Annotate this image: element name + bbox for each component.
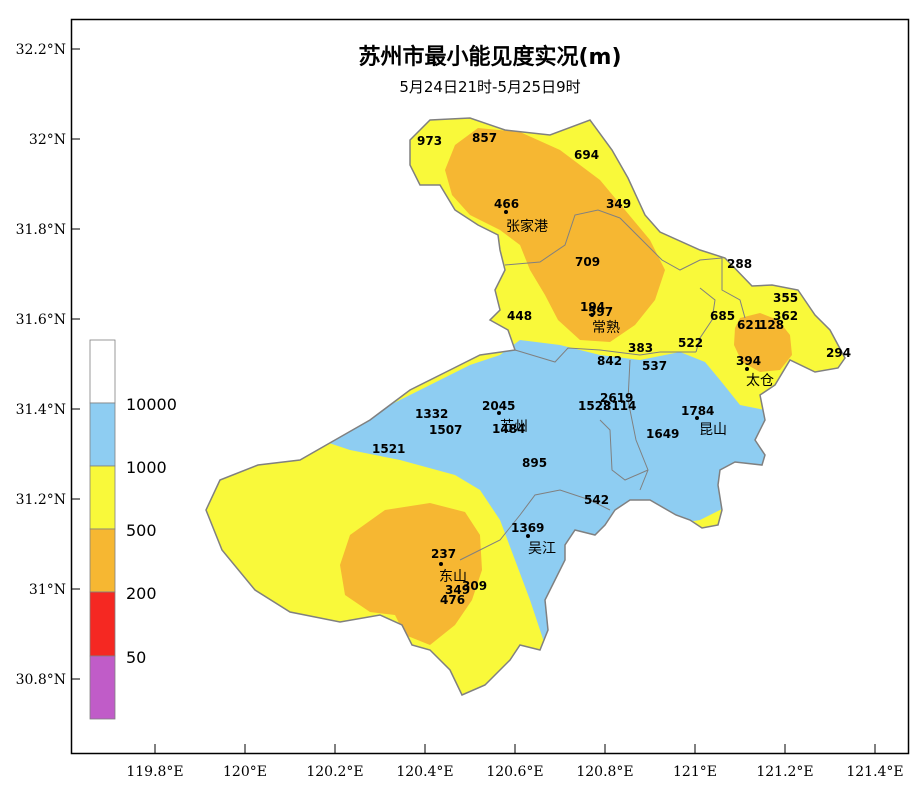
lon-tick-label: 121.2°E — [756, 764, 813, 780]
station-value: 1528 — [578, 399, 611, 413]
lon-tick-label: 121.4°E — [846, 764, 903, 780]
city-dot-suzhou — [497, 411, 501, 415]
city-label-taicang: 太仓 — [746, 373, 774, 389]
region-orange-taicang — [734, 313, 792, 372]
city-boundary — [205, 117, 846, 696]
station-value: 842 — [597, 354, 622, 368]
plot-frame — [70, 18, 910, 755]
lat-tick-label: 31.2°N — [16, 492, 66, 508]
station-value: 394 — [736, 354, 761, 368]
lat-tick-label: 31°N — [29, 582, 66, 598]
legend-swatch — [89, 655, 116, 720]
station-value: 194 — [580, 300, 605, 314]
station-value: 362 — [773, 309, 798, 323]
lon-tick-label: 120°E — [223, 764, 267, 780]
station-value: 1484 — [492, 422, 525, 436]
station-value: 522 — [678, 336, 703, 350]
station-value: 709 — [575, 255, 600, 269]
lat-tick-label: 30.8°N — [16, 672, 66, 688]
lon-tick-label: 120.4°E — [396, 764, 453, 780]
city-label-changshu: 常熟 — [592, 320, 620, 336]
legend-swatch — [89, 528, 116, 593]
station-value: 128 — [759, 318, 784, 332]
city-labels: 张家港 常熟 太仓 苏州 昆山 吴江 东山 — [439, 218, 774, 585]
legend-swatch — [89, 339, 116, 404]
station-value: 1507 — [429, 423, 462, 437]
station-value: 597 — [588, 305, 613, 319]
region-orange-dongshan — [340, 503, 482, 645]
station-value: 349 — [445, 583, 470, 597]
lon-tick-label: 120.8°E — [576, 764, 633, 780]
legend-label: 50 — [126, 648, 146, 667]
legend-swatch — [89, 591, 116, 657]
city-dot-dongshan — [439, 562, 443, 566]
station-value: 3114 — [603, 399, 636, 413]
station-value: 237 — [431, 547, 456, 561]
station-value: 2045 — [482, 399, 515, 413]
city-markers — [439, 210, 749, 566]
station-value: 383 — [628, 341, 653, 355]
station-value: 288 — [727, 257, 752, 271]
lat-tick-label: 31.4°N — [16, 402, 66, 418]
station-value: 895 — [522, 456, 547, 470]
station-value: 694 — [574, 148, 599, 162]
city-label-kunshan: 昆山 — [699, 422, 727, 438]
lat-tick-label: 32°N — [29, 132, 66, 148]
station-value: 448 — [507, 309, 532, 323]
station-value: 621 — [737, 318, 762, 332]
lon-tick-label: 120.6°E — [486, 764, 543, 780]
station-value: 1332 — [415, 407, 448, 421]
station-value: 542 — [584, 493, 609, 507]
station-value: 466 — [494, 197, 519, 211]
lat-tick-label: 32.2°N — [16, 42, 66, 58]
city-dot-wujiang — [526, 534, 530, 538]
station-value: 973 — [417, 134, 442, 148]
legend-label: 200 — [126, 584, 157, 603]
region-orange-north — [445, 128, 665, 342]
city-label-dongshan: 东山 — [439, 569, 467, 585]
station-value: 1649 — [646, 427, 679, 441]
station-value: 1784 — [681, 404, 714, 418]
city-dot-zhangjiagang — [504, 210, 508, 214]
legend-swatch — [89, 465, 116, 530]
lon-tick-label: 119.8°E — [126, 764, 183, 780]
lat-tick-label: 31.8°N — [16, 222, 66, 238]
legend-label: 1000 — [126, 458, 167, 477]
lon-tick-label: 121°E — [673, 764, 717, 780]
station-value: 476 — [440, 593, 465, 607]
district-boundaries — [459, 209, 746, 561]
lat-tick-label: 31.6°N — [16, 312, 66, 328]
legend-label: 500 — [126, 521, 157, 540]
station-value: 1521 — [372, 442, 405, 456]
visibility-regions — [206, 118, 845, 695]
longitude-axis: 119.8°E 120°E 120.2°E 120.4°E 120.6°E 12… — [126, 744, 904, 780]
station-value: 1369 — [511, 521, 544, 535]
station-value: 537 — [642, 359, 667, 373]
station-value: 857 — [472, 131, 497, 145]
station-value: 349 — [606, 197, 631, 211]
legend-swatch — [89, 402, 116, 467]
city-dot-kunshan — [695, 416, 699, 420]
legend-label: 10000 — [126, 395, 177, 414]
city-dot-taicang — [745, 367, 749, 371]
legend: 10000 1000 500 200 50 — [89, 339, 177, 720]
map-subtitle: 5月24日21时-5月25日9时 — [399, 78, 580, 96]
city-dot-changshu — [590, 313, 594, 317]
map-title: 苏州市最小能见度实况(m) — [358, 44, 621, 70]
station-value: 309 — [462, 579, 487, 593]
station-value: 355 — [773, 291, 798, 305]
station-value: 294 — [826, 346, 851, 360]
lon-tick-label: 120.2°E — [306, 764, 363, 780]
city-label-suzhou: 苏州 — [500, 419, 528, 435]
station-values: 973 857 694 466 349 709 288 355 362 194 … — [372, 131, 851, 607]
station-value: 685 — [710, 309, 735, 323]
station-value: 2619 — [600, 391, 633, 405]
latitude-axis: 32.2°N 32°N 31.8°N 31.6°N 31.4°N 31.2°N … — [16, 42, 80, 688]
city-label-zhangjiagang: 张家港 — [506, 218, 548, 235]
city-label-wujiang: 吴江 — [528, 541, 556, 557]
